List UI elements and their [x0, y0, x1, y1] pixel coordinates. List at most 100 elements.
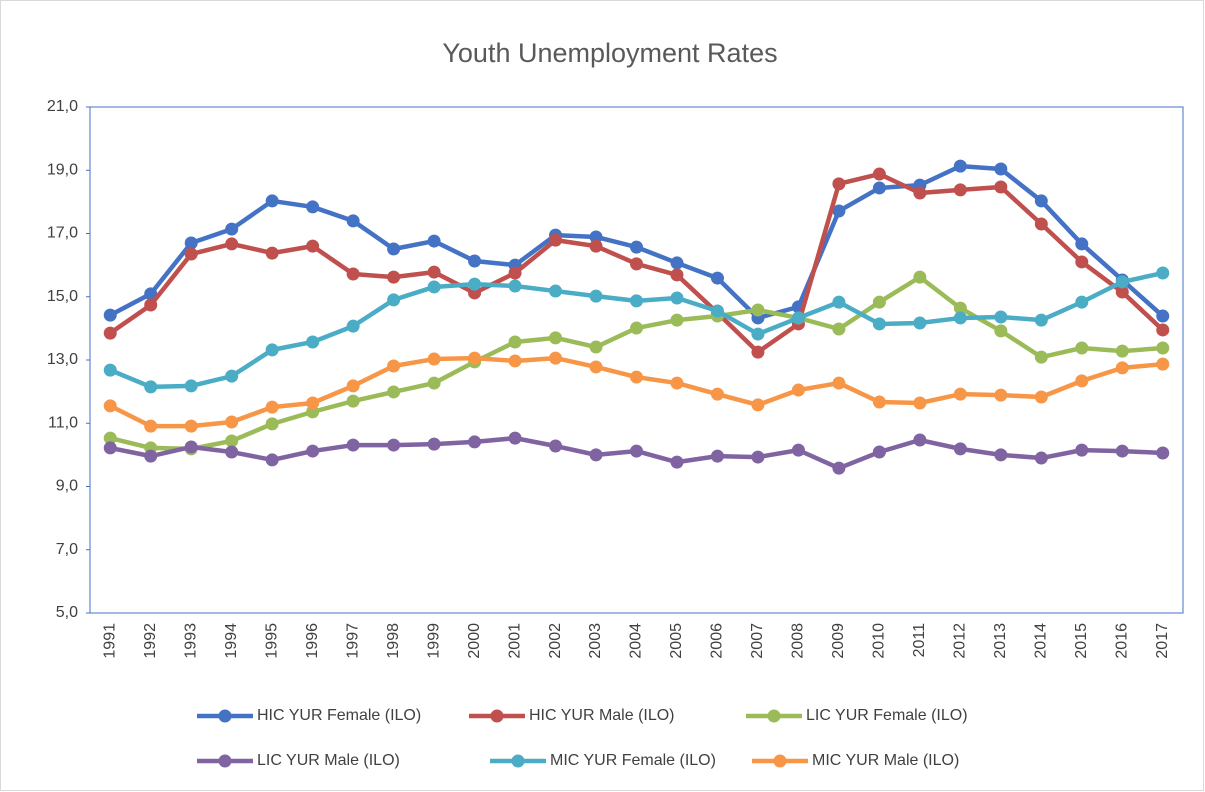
data-point	[184, 419, 198, 433]
data-point	[953, 301, 967, 315]
x-tick-label: 2011	[911, 623, 928, 658]
x-tick-label: 1995	[263, 623, 280, 659]
x-tick-label: 2008	[790, 623, 807, 659]
y-tick-label: 9,0	[56, 478, 78, 495]
data-point	[306, 335, 320, 349]
data-point	[144, 287, 158, 301]
data-point	[589, 360, 603, 374]
data-point	[306, 200, 320, 214]
data-point	[953, 387, 967, 401]
data-point	[953, 183, 967, 197]
data-point	[630, 444, 643, 458]
data-point	[1034, 194, 1048, 208]
data-point	[508, 279, 522, 293]
legend-swatch-marker	[511, 754, 525, 768]
data-point	[1034, 390, 1048, 404]
data-point	[144, 419, 158, 433]
data-point	[791, 383, 805, 397]
x-tick-label: 2013	[992, 623, 1009, 659]
data-point	[1156, 323, 1170, 337]
data-point	[832, 322, 846, 336]
data-point	[670, 291, 684, 305]
data-point	[872, 181, 886, 195]
data-point	[710, 387, 724, 401]
data-point	[306, 444, 320, 458]
data-point	[589, 340, 603, 354]
legend-label: HIC YUR Female (ILO)	[257, 707, 421, 724]
data-point	[225, 415, 239, 429]
data-point	[589, 289, 603, 303]
data-point	[832, 177, 846, 191]
data-point	[225, 237, 239, 251]
x-tick-label: 1998	[385, 623, 402, 659]
x-tick-label: 2002	[547, 623, 564, 659]
data-point	[1034, 350, 1048, 364]
data-point	[508, 354, 522, 368]
data-point	[346, 394, 360, 408]
data-point	[1075, 374, 1089, 388]
data-point	[1156, 266, 1170, 280]
data-point	[427, 265, 441, 279]
data-point	[387, 385, 401, 399]
data-point	[184, 236, 198, 250]
data-point	[670, 313, 684, 327]
data-point	[994, 310, 1008, 324]
data-point	[832, 295, 846, 309]
data-point	[670, 256, 684, 270]
data-point	[103, 399, 117, 413]
data-point	[1156, 341, 1170, 355]
data-point	[589, 230, 603, 244]
data-point	[427, 352, 441, 366]
data-point	[549, 439, 563, 453]
y-tick-label: 15,0	[47, 288, 78, 305]
data-point	[184, 247, 198, 261]
data-point	[630, 240, 643, 254]
data-point	[1034, 217, 1048, 231]
data-point	[144, 449, 158, 463]
legend-swatch-marker	[218, 754, 232, 768]
x-tick-label: 1999	[425, 623, 442, 659]
legend-swatch-marker	[773, 754, 787, 768]
x-tick-label: 2003	[587, 623, 604, 659]
data-point	[387, 242, 401, 256]
data-point	[468, 435, 482, 449]
data-point	[751, 303, 765, 317]
data-point	[1115, 361, 1129, 375]
data-point	[103, 308, 117, 322]
data-point	[791, 311, 805, 325]
data-point	[710, 271, 724, 285]
data-point	[225, 445, 239, 459]
x-tick-label: 2012	[952, 623, 969, 659]
y-tick-label: 11,0	[48, 414, 78, 431]
x-tick-label: 2015	[1073, 623, 1090, 659]
data-point	[1156, 357, 1170, 371]
data-point	[346, 379, 360, 393]
x-tick-label: 1991	[101, 623, 118, 659]
data-point	[103, 363, 117, 377]
data-point	[1156, 309, 1170, 323]
legend-label: HIC YUR Male (ILO)	[529, 707, 675, 724]
x-tick-label: 1992	[142, 623, 159, 659]
chart-title: Youth Unemployment Rates	[442, 38, 777, 68]
legend-label: MIC YUR Male (ILO)	[812, 752, 959, 769]
data-point	[872, 445, 886, 459]
data-point	[387, 293, 401, 307]
data-point	[508, 431, 522, 445]
data-point	[144, 380, 158, 394]
data-point	[549, 351, 563, 365]
data-point	[306, 239, 320, 253]
x-tick-label: 2017	[1154, 623, 1171, 659]
data-point	[508, 335, 522, 349]
data-point	[913, 433, 927, 447]
data-point	[670, 268, 684, 282]
data-point	[427, 376, 441, 390]
data-point	[1115, 275, 1129, 289]
data-point	[468, 254, 482, 268]
y-tick-label: 13,0	[47, 351, 78, 368]
data-point	[508, 266, 522, 280]
data-point	[1115, 285, 1129, 299]
y-tick-label: 21,0	[47, 98, 78, 115]
data-point	[872, 395, 886, 409]
data-point	[1075, 295, 1089, 309]
x-tick-label: 1997	[344, 623, 361, 659]
